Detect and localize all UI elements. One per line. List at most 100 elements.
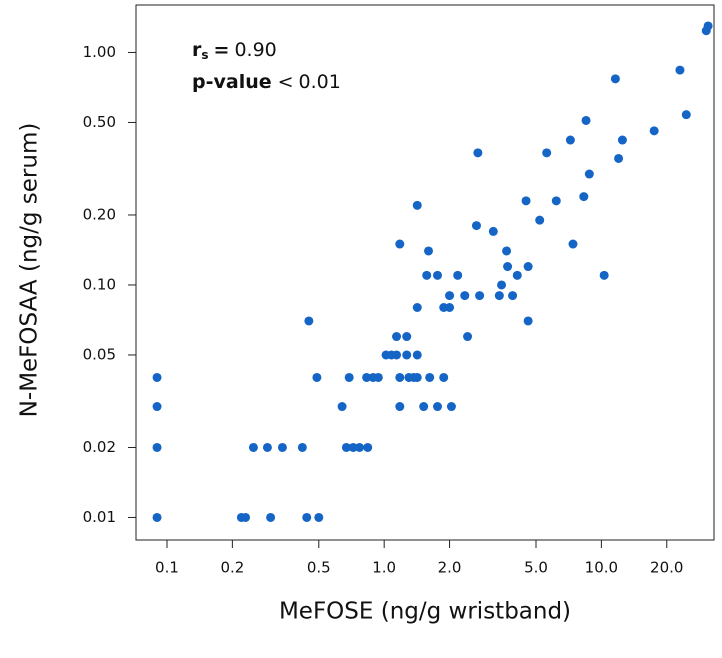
point	[395, 239, 405, 249]
point	[675, 65, 685, 75]
y-tick-label: 0.05	[83, 345, 116, 363]
point	[266, 512, 276, 522]
point	[523, 316, 533, 326]
x-tick-label: 5.0	[524, 559, 548, 577]
x-tick-label: 0.2	[220, 559, 244, 577]
point	[402, 350, 412, 360]
stat-symbol: <	[278, 71, 294, 93]
point	[412, 302, 422, 312]
point	[152, 442, 162, 452]
point	[152, 372, 162, 382]
point	[337, 402, 347, 412]
point	[262, 442, 272, 452]
point	[445, 291, 455, 301]
x-tick-label: 10.0	[585, 559, 618, 577]
point	[512, 270, 522, 280]
point	[542, 148, 552, 158]
point	[494, 291, 504, 301]
x-tick-label: 1.0	[372, 559, 396, 577]
point	[302, 512, 312, 522]
point	[402, 332, 412, 342]
point	[503, 262, 513, 272]
point	[392, 332, 402, 342]
point	[614, 153, 624, 163]
point	[304, 316, 314, 326]
stat-annotation: p-value <0.01	[192, 71, 341, 93]
point	[392, 350, 402, 360]
point	[475, 291, 485, 301]
point	[453, 270, 463, 280]
point	[341, 442, 351, 452]
point	[277, 442, 287, 452]
point	[617, 135, 627, 145]
point	[584, 169, 594, 179]
point	[502, 246, 512, 256]
point	[412, 372, 422, 382]
point	[424, 246, 434, 256]
stat-value: 0.90	[234, 39, 276, 61]
point	[523, 262, 533, 272]
point	[344, 372, 354, 382]
point	[681, 110, 691, 120]
point	[433, 402, 443, 412]
x-tick-label: 0.5	[307, 559, 331, 577]
point	[551, 196, 561, 206]
y-tick-label: 0.01	[83, 508, 116, 526]
point	[460, 291, 470, 301]
point	[581, 115, 591, 125]
point	[363, 442, 373, 452]
point	[445, 302, 455, 312]
point	[565, 135, 575, 145]
point	[610, 74, 620, 84]
point	[446, 402, 456, 412]
point	[599, 270, 609, 280]
stat-subscript: s	[201, 48, 208, 62]
point	[568, 239, 578, 249]
point	[412, 200, 422, 210]
point	[649, 126, 659, 136]
point	[312, 372, 322, 382]
point	[579, 192, 589, 202]
stat-symbol: =	[214, 39, 230, 61]
point	[395, 372, 405, 382]
point	[425, 372, 435, 382]
stat-name: p-value	[192, 71, 272, 93]
stat-value: 0.01	[299, 71, 341, 93]
point	[297, 442, 307, 452]
point	[412, 350, 422, 360]
point	[521, 196, 531, 206]
stat-annotation: rs = 0.90	[192, 39, 277, 62]
point	[488, 226, 498, 236]
stat-name: r	[192, 39, 202, 61]
x-tick-label: 0.1	[155, 559, 179, 577]
point	[362, 372, 372, 382]
point	[439, 372, 449, 382]
point	[497, 280, 507, 290]
point	[314, 512, 324, 522]
x-axis-title: MeFOSE (ng/g wristband)	[279, 599, 571, 625]
plot-frame	[135, 4, 715, 541]
x-tick-label: 2.0	[438, 559, 462, 577]
point	[535, 215, 545, 225]
point	[463, 332, 473, 342]
point	[703, 21, 713, 31]
y-axis-title: N-MeFOSAA (ng/g serum)	[17, 123, 43, 418]
y-tick-label: 0.10	[83, 275, 116, 293]
x-tick-label: 20.0	[650, 559, 683, 577]
point	[508, 291, 518, 301]
y-tick-label: 0.50	[83, 113, 116, 131]
point	[471, 221, 481, 231]
point	[152, 402, 162, 412]
point	[395, 402, 405, 412]
point	[348, 442, 358, 452]
point	[422, 270, 432, 280]
point	[248, 442, 258, 452]
point	[241, 512, 251, 522]
y-tick-label: 1.00	[83, 43, 116, 61]
point	[355, 442, 365, 452]
point	[433, 270, 443, 280]
point	[152, 512, 162, 522]
point	[473, 148, 483, 158]
y-tick-label: 0.20	[83, 205, 116, 223]
